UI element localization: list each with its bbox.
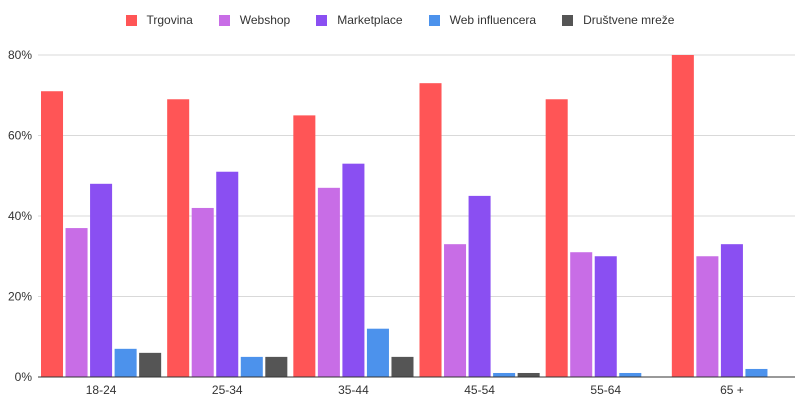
bar-trgovina xyxy=(41,91,64,377)
bar-društvene-mreže xyxy=(265,356,288,378)
bar-marketplace xyxy=(720,244,743,377)
legend-swatch xyxy=(562,14,574,26)
bar-webshop xyxy=(570,252,593,377)
bar-marketplace xyxy=(342,163,365,377)
legend-item: Trgovina xyxy=(125,13,193,27)
y-tick-label: 60% xyxy=(8,129,32,143)
bar-marketplace xyxy=(90,183,113,377)
bar-marketplace xyxy=(216,171,239,377)
y-tick-label: 0% xyxy=(15,370,33,384)
legend-label: Marketplace xyxy=(337,13,403,27)
x-tick-label: 18-24 xyxy=(86,383,117,397)
bar-društvene-mreže xyxy=(139,352,162,377)
bar-web-influencera xyxy=(619,372,642,377)
y-tick-label: 40% xyxy=(8,209,32,223)
bar-društvene-mreže xyxy=(517,372,540,377)
x-tick-label: 65 + xyxy=(720,383,744,397)
x-tick-label: 55-64 xyxy=(590,383,621,397)
bar-trgovina xyxy=(545,99,568,378)
legend-item: Društvene mreže xyxy=(562,13,674,27)
x-tick-label: 45-54 xyxy=(464,383,495,397)
bar-webshop xyxy=(317,187,340,377)
bar-web-influencera xyxy=(493,372,516,377)
bar-webshop xyxy=(444,244,467,377)
bar-webshop xyxy=(696,256,719,377)
legend-swatch xyxy=(218,14,230,26)
bar-webshop xyxy=(191,207,214,377)
x-tick-label: 25-34 xyxy=(212,383,243,397)
bar-trgovina xyxy=(671,55,694,377)
legend-label: Trgovina xyxy=(146,13,193,27)
legend-swatch xyxy=(125,14,137,26)
bar-trgovina xyxy=(293,115,316,378)
bar-web-influencera xyxy=(114,348,137,377)
bar-trgovina xyxy=(167,99,190,378)
y-tick-label: 20% xyxy=(8,290,32,304)
legend-swatch xyxy=(428,14,440,26)
bar-trgovina xyxy=(419,83,442,378)
bar-web-influencera xyxy=(745,368,768,377)
legend-swatch xyxy=(316,14,328,26)
bar-marketplace xyxy=(468,195,491,378)
legend-label: Društvene mreže xyxy=(583,13,675,27)
bar-web-influencera xyxy=(366,328,389,377)
y-tick-label: 80% xyxy=(8,48,32,62)
legend-label: Webshop xyxy=(239,13,291,27)
legend-item: Webshop xyxy=(218,13,291,27)
legend: Trgovina Webshop Marketplace Web influencer… xyxy=(0,13,800,27)
bar-web-influencera xyxy=(240,356,263,378)
legend-item: Marketplace xyxy=(316,13,403,27)
bar-društvene-mreže xyxy=(391,356,414,378)
bar-webshop xyxy=(65,228,88,377)
x-tick-label: 35-44 xyxy=(338,383,369,397)
legend-item: Web influencera xyxy=(428,13,537,27)
legend-label: Web influencera xyxy=(449,13,537,27)
bar-marketplace xyxy=(594,256,617,377)
